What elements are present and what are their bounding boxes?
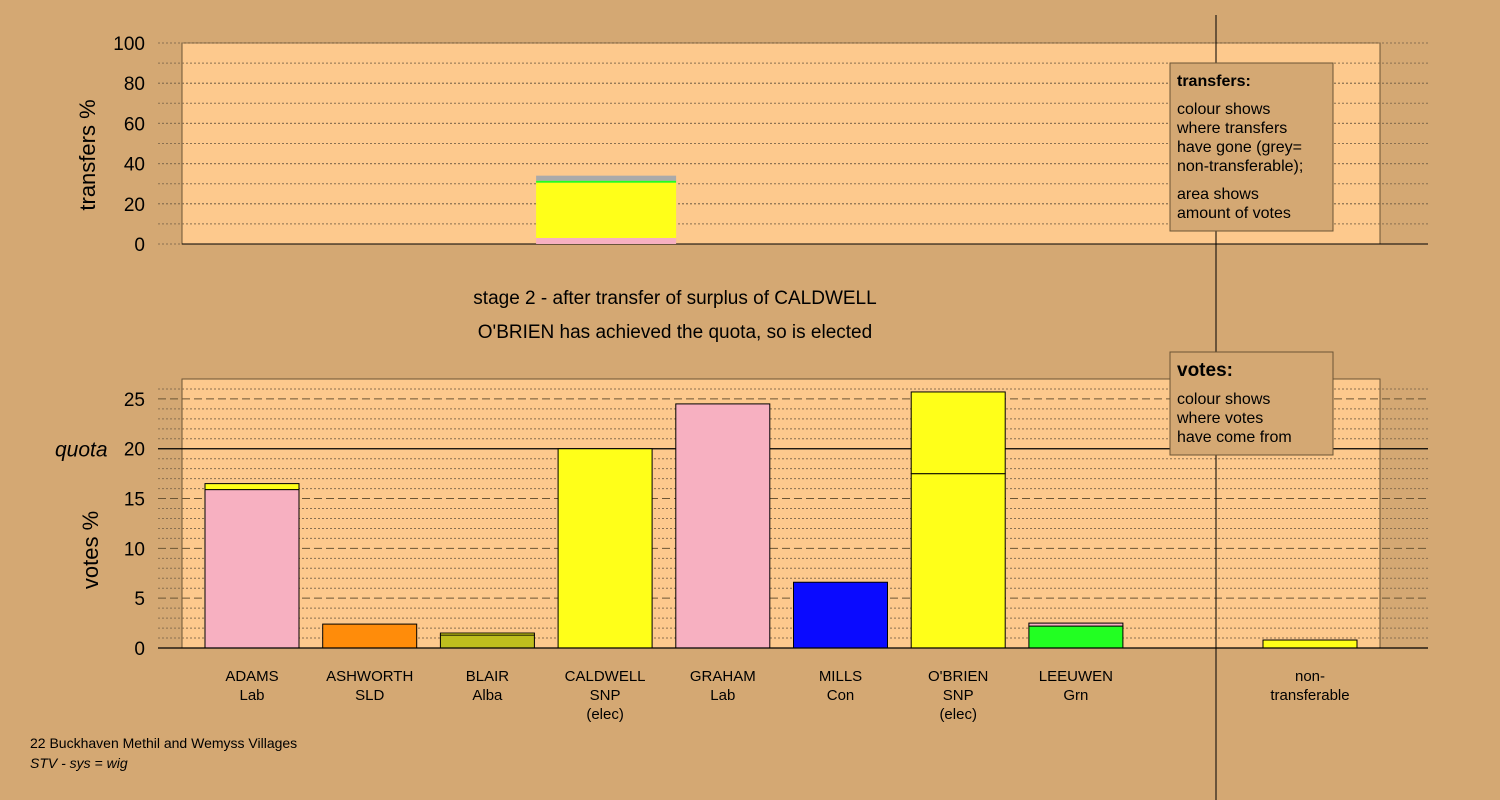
candidate-status: (elec): [939, 706, 977, 723]
stage-title: stage 2 - after transfer of surplus of C…: [473, 288, 876, 309]
candidate-name: LEEUWEN: [1039, 668, 1113, 685]
candidate-status: (elec): [586, 706, 624, 723]
vote-bar-segment-adams: [204, 489, 300, 649]
votes-y-tick-label: 15: [124, 490, 145, 511]
candidate-name: BLAIR: [466, 668, 510, 685]
candidate-party: Grn: [1063, 687, 1088, 704]
candidate-party: Alba: [472, 687, 503, 704]
non-transferable-bar: [1262, 639, 1358, 649]
candidate-name: CALDWELL: [565, 668, 646, 685]
vote-bar-segment-graham: [675, 403, 771, 649]
candidate-name: GRAHAM: [690, 668, 756, 685]
votes-y-tick-label: 5: [134, 589, 145, 610]
candidate-name: MILLS: [819, 668, 862, 685]
transfer-bar-segment: [536, 237, 677, 244]
transfers-y-tick-label: 20: [124, 195, 145, 216]
vote-bar-segment-mills: [793, 581, 888, 649]
transfers-legend-line: amount of votes: [1177, 205, 1291, 222]
votes-legend-title: votes:: [1177, 360, 1233, 381]
vote-bar-segment-ashworth: [322, 623, 418, 649]
votes-legend-line: colour shows: [1177, 391, 1270, 408]
votes-legend-box: [1169, 351, 1334, 456]
transfer-bar-segment: [536, 180, 677, 183]
quota-label: quota: [55, 439, 108, 462]
vote-bar-segment-obrien: [910, 473, 1006, 649]
transfers-y-tick-label: 60: [124, 114, 145, 135]
transfers-legend-title: transfers:: [1177, 73, 1251, 90]
vote-bar-segment-obrien: [910, 391, 1006, 475]
votes-y-tick-label: 25: [124, 390, 145, 411]
transfers-legend-line: area shows: [1177, 186, 1259, 203]
transfers-legend-line: colour shows: [1177, 101, 1270, 118]
vote-bar-segment-adams: [204, 483, 300, 491]
transfers-legend-box: [1169, 62, 1334, 232]
transfer-bar-segment: [536, 175, 677, 181]
candidate-party: Lab: [239, 687, 264, 704]
vote-bar-segment-leeuwen: [1028, 622, 1124, 627]
transfers-y-tick-label: 0: [134, 235, 145, 256]
transfer-bar-segment: [536, 182, 677, 238]
non-transferable-label: non-: [1295, 668, 1325, 685]
candidate-name: ADAMS: [225, 668, 278, 685]
transfers-legend-line: have gone (grey=: [1177, 139, 1302, 156]
candidate-party: Lab: [710, 687, 735, 704]
transfers-y-tick-label: 40: [124, 155, 145, 176]
votes-y-axis-label: votes %: [78, 511, 103, 589]
votes-y-tick-label: 0: [134, 639, 145, 660]
candidate-name: O'BRIEN: [928, 668, 988, 685]
candidate-name: ASHWORTH: [326, 668, 413, 685]
vote-bar-segment-blair: [439, 632, 535, 636]
votes-y-tick-label: 10: [124, 539, 145, 560]
system-label: STV - sys = wig: [30, 755, 128, 771]
vote-bar-segment-caldwell: [557, 448, 653, 649]
candidate-party: Con: [827, 687, 855, 704]
candidate-party: SNP: [590, 687, 621, 704]
transfers-legend-line: non-transferable);: [1177, 158, 1303, 175]
candidate-party: SNP: [943, 687, 974, 704]
non-transferable-label: transferable: [1270, 687, 1349, 704]
ward-name: 22 Buckhaven Methil and Wemyss Villages: [30, 735, 297, 751]
vote-bar-segment-blair: [439, 634, 535, 649]
vote-bar-segment-leeuwen: [1028, 625, 1124, 649]
transfers-y-axis-label: transfers %: [75, 99, 100, 210]
transfers-y-tick-label: 100: [113, 34, 145, 55]
votes-y-tick-label: 20: [124, 440, 145, 461]
transfers-y-tick-label: 80: [124, 74, 145, 95]
stage-subtitle: O'BRIEN has achieved the quota, so is el…: [478, 322, 872, 343]
transfers-legend-line: where transfers: [1176, 120, 1287, 137]
candidate-party: SLD: [355, 687, 384, 704]
votes-legend-line: where votes: [1176, 410, 1263, 427]
votes-legend-line: have come from: [1177, 429, 1292, 446]
